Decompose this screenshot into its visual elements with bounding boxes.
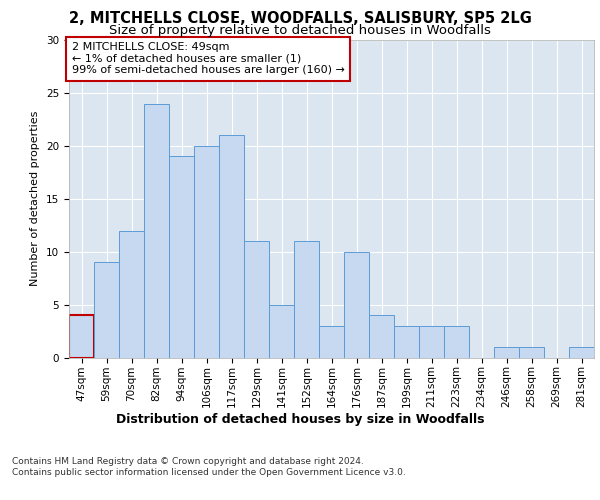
Y-axis label: Number of detached properties: Number of detached properties [31,111,40,286]
Bar [169,156,194,358]
Text: 2, MITCHELLS CLOSE, WOODFALLS, SALISBURY, SP5 2LG: 2, MITCHELLS CLOSE, WOODFALLS, SALISBURY… [68,11,532,26]
Bar [144,104,169,358]
Text: Distribution of detached houses by size in Woodfalls: Distribution of detached houses by size … [116,412,484,426]
Bar [119,230,144,358]
Bar [194,146,219,358]
Bar [569,347,594,358]
Text: Size of property relative to detached houses in Woodfalls: Size of property relative to detached ho… [109,24,491,37]
Bar [319,326,344,358]
Bar [269,304,294,358]
Bar [394,326,419,358]
Text: Contains HM Land Registry data © Crown copyright and database right 2024.
Contai: Contains HM Land Registry data © Crown c… [12,458,406,477]
Bar [244,241,269,358]
Bar [519,347,544,358]
Bar [419,326,444,358]
Bar [444,326,469,358]
Bar [369,315,394,358]
Bar [69,315,94,358]
Bar [219,135,244,358]
Bar [344,252,369,358]
Bar [294,241,319,358]
Bar [494,347,519,358]
Bar [94,262,119,358]
Text: 2 MITCHELLS CLOSE: 49sqm
← 1% of detached houses are smaller (1)
99% of semi-det: 2 MITCHELLS CLOSE: 49sqm ← 1% of detache… [71,42,344,76]
